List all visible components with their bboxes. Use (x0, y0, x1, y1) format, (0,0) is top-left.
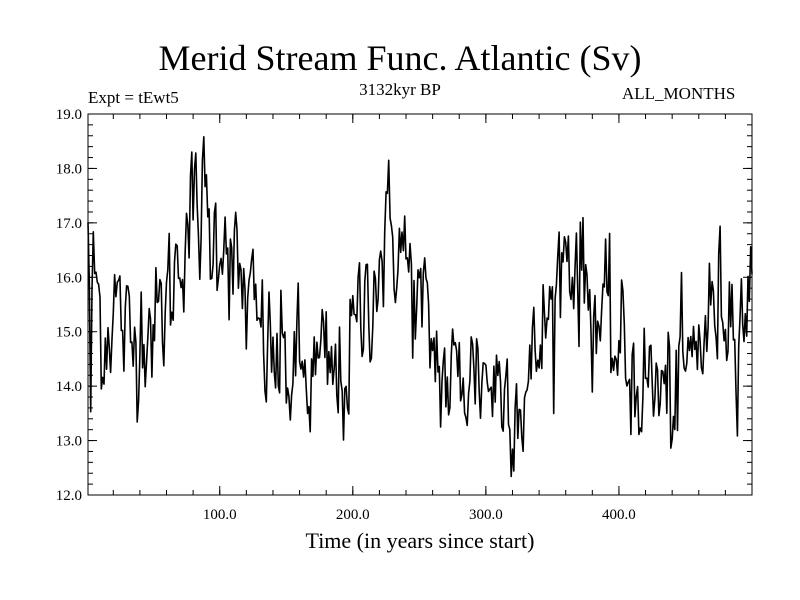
tick-labels: 12.0 13.0 14.0 15.0 16.0 17.0 18.0 19.0 100.0 200… (56, 107, 636, 523)
x-tick-label: 300.0 (469, 507, 503, 523)
y-tick-label: 13.0 (56, 434, 82, 450)
x-tick-label: 400.0 (602, 507, 636, 523)
series-line (87, 136, 753, 478)
x-tick-label: 200.0 (336, 507, 370, 523)
x-axis-label: Time (in years since start) (305, 528, 535, 553)
chart-title: Merid Stream Func. Atlantic (Sv) (158, 38, 642, 78)
y-tick-label: 19.0 (56, 107, 82, 123)
y-tick-label: 12.0 (56, 488, 82, 504)
chart-subtitle: 3132kyr BP (359, 80, 441, 99)
x-tick-label: 100.0 (203, 507, 237, 523)
y-tick-label: 14.0 (56, 379, 82, 395)
period-label: ALL_MONTHS (622, 84, 736, 103)
y-tick-label: 15.0 (56, 325, 82, 341)
y-tick-label: 17.0 (56, 216, 82, 232)
y-tick-label: 16.0 (56, 270, 82, 286)
plot-frame (87, 113, 753, 496)
axis-ticks (88, 113, 753, 496)
experiment-label: Expt = tEwt5 (88, 88, 179, 107)
y-tick-label: 18.0 (56, 161, 82, 177)
